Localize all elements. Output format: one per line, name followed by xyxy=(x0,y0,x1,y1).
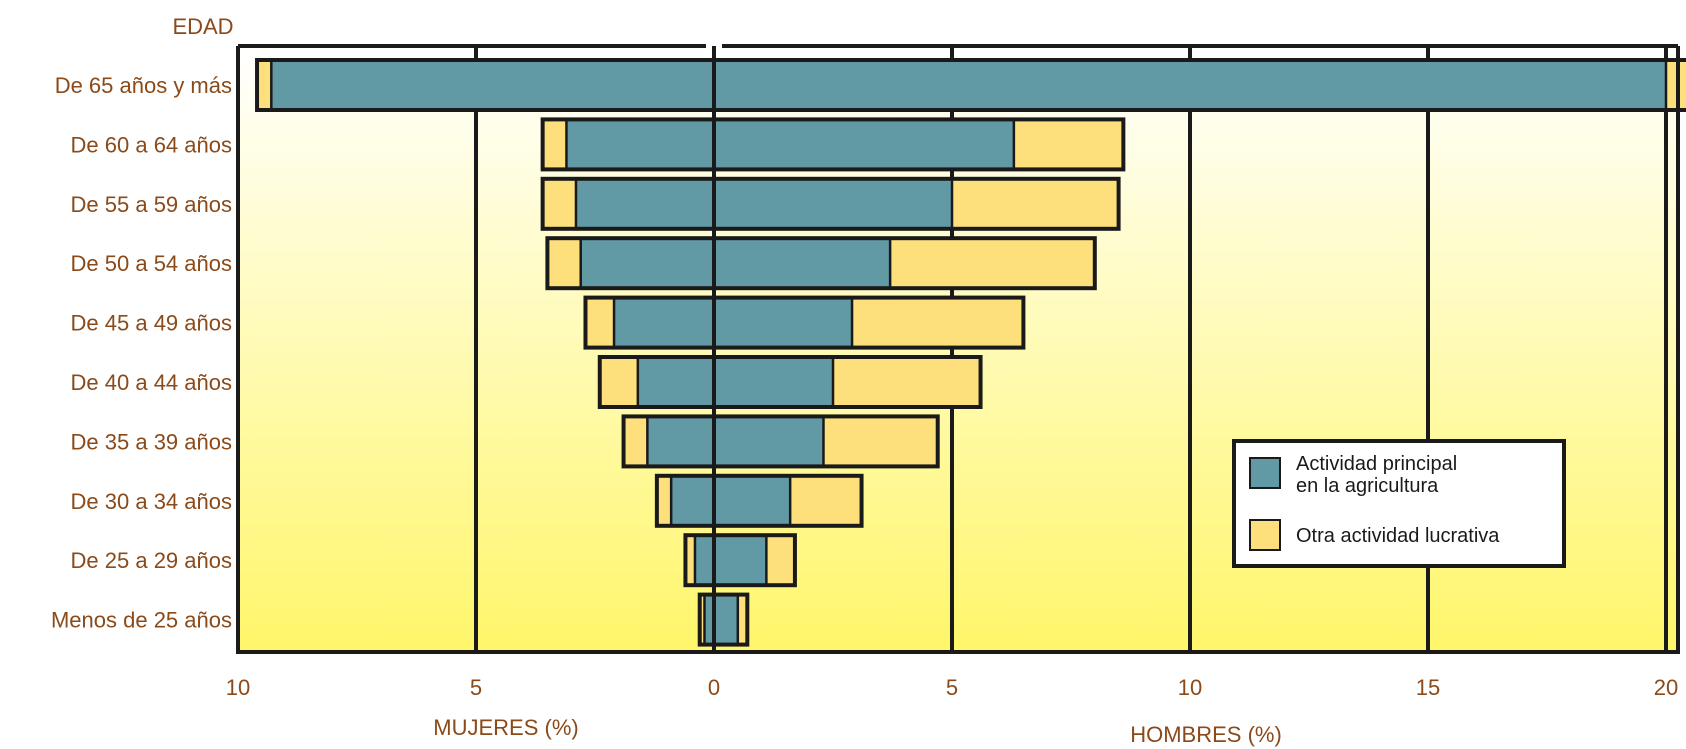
bar-hombres-agricultura xyxy=(714,297,853,348)
bar-hombres-agricultura xyxy=(714,535,767,586)
bar-hombres-agricultura xyxy=(714,60,1666,110)
category-label: De 30 a 34 años xyxy=(71,489,232,514)
category-label: De 50 a 54 años xyxy=(71,251,232,276)
bar-hombres-otra xyxy=(737,594,748,645)
category-label: De 60 a 64 años xyxy=(71,132,232,157)
category-label: De 65 años y más xyxy=(55,73,232,98)
bar-mujeres-otra xyxy=(547,238,581,289)
bar-mujeres-agricultura xyxy=(704,594,714,645)
bar-hombres-agricultura xyxy=(714,416,824,467)
tick-label-mujeres: 10 xyxy=(226,675,250,700)
bar-mujeres-agricultura xyxy=(637,357,714,407)
legend-label: Otra actividad lucrativa xyxy=(1296,525,1500,547)
bar-hombres-agricultura xyxy=(714,357,833,407)
bar-mujeres-agricultura xyxy=(694,535,714,586)
tick-label-mujeres: 5 xyxy=(470,675,482,700)
category-label: De 40 a 44 años xyxy=(71,370,232,395)
bar-mujeres-agricultura xyxy=(647,416,714,467)
legend-box xyxy=(1232,439,1566,568)
right-axis-title: HOMBRES (%) xyxy=(1130,722,1282,747)
bar-mujeres-agricultura xyxy=(575,178,714,229)
bar-hombres-otra xyxy=(823,416,938,467)
bar-mujeres-otra xyxy=(623,416,648,467)
bar-mujeres-otra xyxy=(542,178,576,229)
bar-mujeres-otra xyxy=(656,475,672,526)
left-axis-title: MUJERES (%) xyxy=(433,715,578,740)
bar-hombres-otra xyxy=(852,297,1024,348)
bar-hombres-otra xyxy=(890,238,1095,289)
bar-mujeres-otra xyxy=(699,594,705,645)
category-label: De 25 a 29 años xyxy=(71,548,232,573)
bar-hombres-agricultura xyxy=(714,475,791,526)
bar-mujeres-agricultura xyxy=(614,297,714,348)
tick-label-hombres: 5 xyxy=(946,675,958,700)
category-label: De 45 a 49 años xyxy=(71,311,232,336)
y-axis-title: EDAD xyxy=(172,14,233,39)
category-labels: De 65 años y más De 60 a 64 años De 55 a 5… xyxy=(51,73,232,633)
category-label: Menos de 25 años xyxy=(51,608,232,633)
bar-hombres-agricultura xyxy=(714,594,738,645)
bar-hombres-otra xyxy=(1013,119,1124,170)
tick-label-hombres: 20 xyxy=(1654,675,1678,700)
tick-label-hombres: 15 xyxy=(1416,675,1440,700)
bar-mujeres-agricultura xyxy=(671,475,714,526)
bar-mujeres-otra xyxy=(685,535,695,586)
bar-mujeres-agricultura xyxy=(271,60,714,110)
bar-hombres-agricultura xyxy=(714,178,952,229)
legend-swatch xyxy=(1249,519,1281,551)
bar-hombres-otra xyxy=(766,535,795,586)
tick-label-mujeres: 0 xyxy=(708,675,720,700)
tick-labels: 1050510152025 xyxy=(226,675,1678,700)
category-label: De 55 a 59 años xyxy=(71,192,232,217)
bar-hombres-otra xyxy=(790,475,862,526)
tick-label-hombres: 10 xyxy=(1178,675,1202,700)
bar-mujeres-agricultura xyxy=(566,119,714,170)
bar-mujeres-agricultura xyxy=(580,238,714,289)
legend-label: Actividad principal xyxy=(1296,453,1457,475)
bar-hombres-agricultura xyxy=(714,119,1014,170)
bar-mujeres-otra xyxy=(257,60,272,110)
bar-hombres-otra xyxy=(833,357,981,407)
bar-hombres-otra xyxy=(952,178,1119,229)
bar-mujeres-otra xyxy=(542,119,567,170)
bar-hombres-agricultura xyxy=(714,238,891,289)
legend-label: en la agricultura xyxy=(1296,475,1439,497)
bar-mujeres-otra xyxy=(585,297,615,348)
legend-swatch xyxy=(1249,457,1281,489)
plot-frame xyxy=(236,44,1680,654)
category-label: De 35 a 39 años xyxy=(71,429,232,454)
bar-mujeres-otra xyxy=(599,357,638,407)
